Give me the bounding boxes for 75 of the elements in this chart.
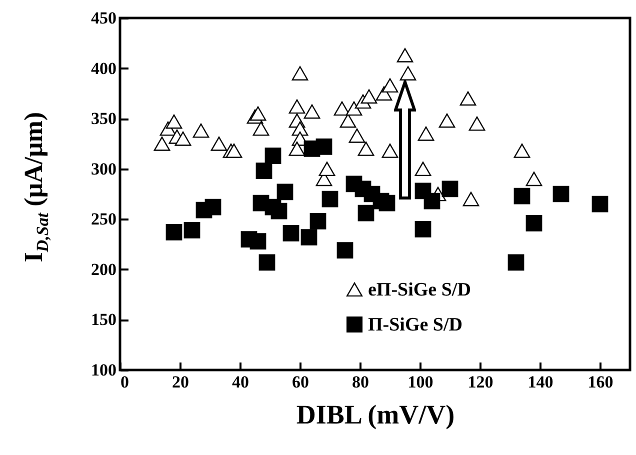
point bbox=[166, 114, 182, 129]
point bbox=[250, 106, 266, 121]
point bbox=[250, 233, 266, 250]
point bbox=[526, 172, 542, 186]
point bbox=[154, 136, 170, 151]
point bbox=[592, 196, 608, 212]
point bbox=[382, 78, 398, 93]
point bbox=[300, 229, 318, 246]
point bbox=[304, 104, 320, 119]
y-tick-label: 150 bbox=[91, 310, 116, 330]
point bbox=[264, 148, 282, 164]
point bbox=[358, 204, 374, 222]
x-tick-label: 20 bbox=[172, 372, 189, 392]
point bbox=[396, 48, 414, 62]
y-tick-label: 350 bbox=[91, 109, 116, 128]
x-tick-label: 80 bbox=[352, 372, 369, 392]
point bbox=[424, 192, 440, 210]
y-tick-label: 400 bbox=[91, 58, 116, 78]
point bbox=[210, 136, 228, 151]
y-tick-label: 100 bbox=[91, 360, 116, 380]
point bbox=[414, 221, 432, 238]
point bbox=[414, 162, 432, 176]
point bbox=[310, 212, 326, 230]
point bbox=[346, 101, 362, 116]
y-tick-label: 300 bbox=[91, 159, 116, 178]
point bbox=[514, 144, 530, 158]
point bbox=[316, 138, 332, 155]
y-tick-label: 250 bbox=[91, 210, 116, 229]
point bbox=[442, 180, 458, 198]
x-tick-label: 100 bbox=[408, 372, 434, 392]
point bbox=[318, 162, 336, 176]
point bbox=[462, 192, 480, 206]
point bbox=[184, 222, 200, 238]
point bbox=[334, 101, 350, 116]
point bbox=[204, 198, 222, 216]
y-tick-label: 450 bbox=[91, 8, 116, 28]
x-tick-label: 40 bbox=[232, 372, 249, 392]
x-axis-title: DIBL (mV/V) bbox=[296, 400, 455, 430]
point bbox=[256, 162, 272, 180]
point bbox=[382, 144, 398, 158]
legend-label: eΠ-SiGe S/D bbox=[368, 280, 471, 300]
point bbox=[288, 99, 306, 114]
point bbox=[358, 142, 374, 156]
legend-label: Π-SiGe S/D bbox=[368, 314, 462, 336]
point bbox=[514, 188, 530, 204]
point bbox=[508, 254, 524, 271]
point bbox=[418, 126, 434, 141]
point bbox=[252, 121, 270, 136]
point bbox=[552, 186, 570, 202]
point bbox=[336, 242, 354, 259]
point bbox=[360, 89, 378, 104]
point bbox=[438, 113, 456, 128]
point bbox=[192, 123, 210, 138]
point bbox=[348, 128, 366, 143]
point bbox=[174, 132, 192, 146]
x-tick-label: 160 bbox=[588, 372, 614, 392]
point bbox=[288, 142, 306, 156]
point bbox=[526, 214, 542, 232]
point bbox=[400, 66, 416, 80]
point bbox=[270, 202, 288, 220]
x-tick-label: 120 bbox=[468, 372, 494, 392]
point bbox=[282, 225, 300, 242]
x-tick-label: 140 bbox=[528, 372, 554, 392]
point bbox=[322, 190, 338, 208]
point bbox=[460, 91, 476, 106]
y-tick-label: 200 bbox=[91, 260, 116, 279]
point bbox=[276, 184, 294, 200]
point bbox=[292, 66, 308, 80]
point bbox=[226, 144, 242, 158]
point bbox=[166, 224, 182, 240]
point bbox=[258, 254, 276, 271]
x-tick-label: 0 bbox=[120, 372, 129, 392]
x-tick-label: 60 bbox=[292, 372, 309, 392]
point bbox=[468, 116, 486, 131]
point bbox=[378, 194, 396, 212]
